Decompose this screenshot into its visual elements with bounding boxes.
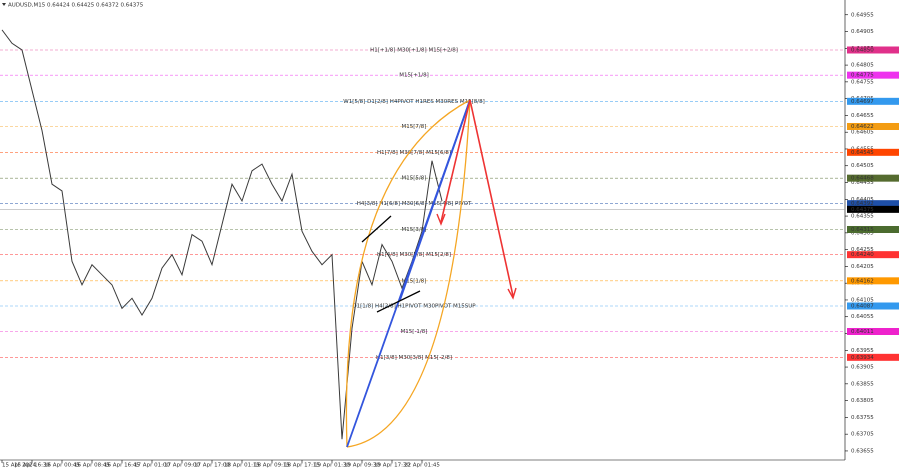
level-box bbox=[847, 174, 899, 182]
level-label: 0.64622 bbox=[851, 124, 874, 130]
x-tick-label: 16 Apr 00:45 bbox=[44, 463, 80, 468]
forecast-arrow bbox=[469, 99, 514, 297]
level-label: 0.64315 bbox=[851, 227, 874, 233]
level-text: W1[5/8] D1[2/8] H4PIVOT H1RES M30RES M15… bbox=[343, 99, 484, 105]
level-box bbox=[847, 122, 899, 130]
y-tick-label: 0.63805 bbox=[851, 398, 874, 404]
x-tick-label: 15 Apr 16:30 bbox=[14, 463, 50, 468]
chart-title: AUDUSD,M15 0.64424 0.64425 0.64372 0.643… bbox=[8, 3, 144, 9]
level-label: 0.64240 bbox=[851, 252, 874, 258]
channel-line bbox=[361, 215, 392, 243]
y-tick-label: 0.64255 bbox=[851, 247, 874, 253]
level-box bbox=[847, 225, 899, 233]
level-box bbox=[847, 327, 899, 335]
level-box bbox=[847, 302, 899, 310]
x-tick-label: 18 Apr 09:15 bbox=[254, 463, 290, 468]
forecast-arc bbox=[346, 99, 471, 448]
y-tick-label: 0.64055 bbox=[851, 314, 874, 320]
level-text: M15[1/8] bbox=[402, 278, 427, 284]
level-text: H1[+1/8] M30[+1/8] M15[+2/8] bbox=[370, 47, 458, 53]
arrow-head bbox=[507, 287, 517, 300]
level-label: 0.64697 bbox=[851, 99, 874, 105]
level-text: H1[3/8] M30[3/8] M15[-2/8] bbox=[376, 355, 452, 361]
level-label: 0.64468 bbox=[851, 176, 874, 182]
price-axis: 0.63655 0.63705 0.63755 0.63805 0.63855 0.639… bbox=[845, 12, 899, 454]
y-tick-label: 0.63855 bbox=[851, 381, 874, 387]
x-tick-label: 17 Apr 01:00 bbox=[134, 463, 170, 468]
level-label: 0.63934 bbox=[851, 355, 874, 361]
symbol-icon bbox=[2, 3, 6, 6]
level-text: M15[5/8] bbox=[402, 176, 427, 182]
level-label: 0.64087 bbox=[851, 303, 874, 309]
level-box bbox=[847, 277, 899, 285]
level-label: 0.64545 bbox=[851, 150, 874, 156]
x-tick-label: 18 Apr 01:15 bbox=[224, 463, 260, 468]
arrow-head bbox=[436, 213, 446, 226]
level-box bbox=[847, 148, 899, 156]
level-box bbox=[847, 71, 899, 79]
y-tick-label: 0.64805 bbox=[851, 63, 874, 69]
y-tick-label: 0.64205 bbox=[851, 264, 874, 270]
y-tick-label: 0.64305 bbox=[851, 230, 874, 236]
level-text: M15[7/8] bbox=[402, 124, 427, 130]
level-box bbox=[847, 200, 899, 208]
price-line bbox=[1, 29, 443, 440]
x-tick-label: 22 Apr 01:45 bbox=[404, 463, 440, 468]
x-tick-label: 17 Apr 17:00 bbox=[194, 463, 230, 468]
x-tick-label: 17 Apr 09:00 bbox=[164, 463, 200, 468]
x-tick-label: 19 Apr 09:30 bbox=[344, 463, 380, 468]
x-tick-label: 15 Apr 2024 bbox=[2, 463, 37, 468]
level-box bbox=[847, 46, 899, 54]
x-tick-label: 19 Apr 17:30 bbox=[374, 463, 410, 468]
y-tick-label: 0.64505 bbox=[851, 163, 874, 169]
level-text: M15[3/8] bbox=[402, 227, 427, 233]
level-label: 0.64392 bbox=[851, 201, 874, 207]
level-text: M15[-1/8] bbox=[401, 329, 428, 335]
channel-line bbox=[376, 290, 421, 313]
plot bbox=[1, 29, 443, 440]
forecast-arc bbox=[345, 99, 471, 448]
y-tick-label: 0.64455 bbox=[851, 180, 874, 186]
level-box bbox=[847, 251, 899, 259]
levels: H1[+1/8] M30[+1/8] M15[+2/8] M15[+1/8] W1[… bbox=[0, 47, 845, 361]
x-tick-label: 16 Apr 16:45 bbox=[104, 463, 140, 468]
level-label: 0.64775 bbox=[851, 73, 874, 79]
y-tick-label: 0.64105 bbox=[851, 297, 874, 303]
y-tick-label: 0.63905 bbox=[851, 365, 874, 371]
y-tick-label: 0.63655 bbox=[851, 448, 874, 454]
level-box bbox=[847, 97, 899, 105]
x-tick-label: 16 Apr 08:45 bbox=[74, 463, 110, 468]
y-tick-label: 0.64905 bbox=[851, 29, 874, 35]
y-tick-label: 0.63955 bbox=[851, 348, 874, 354]
y-tick-label: 0.63755 bbox=[851, 415, 874, 421]
level-text: D1[1/8] H4[2/8] H1PIVOT M30PIVOT M15SUP bbox=[352, 303, 476, 309]
y-tick-label: 0.64355 bbox=[851, 214, 874, 220]
x-tick-label: 18 Apr 17:15 bbox=[284, 463, 320, 468]
x-tick-label: 19 Apr 01:30 bbox=[314, 463, 350, 468]
forecast-line bbox=[399, 99, 471, 301]
y-tick-label: 0.63705 bbox=[851, 432, 874, 438]
y-tick-label: 0.64605 bbox=[851, 130, 874, 136]
last-price-box bbox=[847, 205, 899, 213]
y-tick-label: 0.64405 bbox=[851, 197, 874, 203]
level-label: 0.64850 bbox=[851, 47, 874, 53]
level-box bbox=[847, 353, 899, 361]
forecast-drawing bbox=[345, 99, 517, 448]
level-text: M15[+1/8] bbox=[399, 73, 429, 79]
level-label: 0.64162 bbox=[851, 278, 874, 284]
y-tick-label: 0.64955 bbox=[851, 12, 874, 18]
y-tick-label: 0.64655 bbox=[851, 113, 874, 119]
level-label: 0.64011 bbox=[851, 329, 874, 335]
level-text: H4[3/8] H1[6/8] M30[6/8] M15[4/8] PIVOT bbox=[357, 201, 472, 207]
last-price-label: 0.64375 bbox=[851, 207, 874, 213]
level-text: H1[7/8] M30[7/8] M15[6/8] bbox=[377, 150, 451, 156]
forecast-arrow bbox=[440, 99, 471, 223]
y-tick-label: 0.64755 bbox=[851, 79, 874, 85]
